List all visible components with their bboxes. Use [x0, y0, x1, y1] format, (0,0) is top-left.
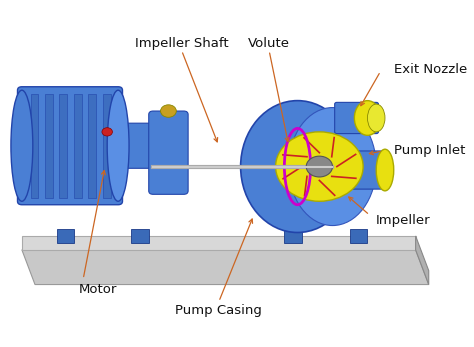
Ellipse shape: [355, 101, 381, 135]
Text: Exit Nozzle: Exit Nozzle: [394, 63, 467, 76]
Ellipse shape: [241, 101, 355, 232]
Bar: [103, 94, 111, 198]
Ellipse shape: [289, 108, 376, 226]
Polygon shape: [22, 236, 416, 250]
FancyBboxPatch shape: [348, 151, 387, 189]
FancyBboxPatch shape: [335, 102, 378, 134]
Text: Impeller: Impeller: [376, 214, 431, 227]
Bar: [60, 94, 67, 198]
Polygon shape: [416, 236, 429, 285]
FancyBboxPatch shape: [149, 111, 188, 194]
Circle shape: [102, 128, 112, 136]
Bar: [45, 94, 53, 198]
Text: Pump Casing: Pump Casing: [175, 304, 262, 317]
Bar: [284, 229, 302, 243]
Bar: [31, 94, 38, 198]
Text: Motor: Motor: [79, 283, 117, 296]
Bar: [74, 94, 82, 198]
Ellipse shape: [367, 104, 385, 132]
Bar: [57, 229, 74, 243]
Text: Impeller Shaft: Impeller Shaft: [135, 37, 228, 50]
Bar: [350, 229, 367, 243]
FancyBboxPatch shape: [18, 87, 122, 205]
Ellipse shape: [107, 90, 129, 201]
Bar: [131, 229, 149, 243]
Ellipse shape: [11, 90, 33, 201]
Text: Pump Inlet: Pump Inlet: [394, 144, 465, 158]
Bar: [88, 94, 96, 198]
Polygon shape: [22, 250, 429, 285]
FancyBboxPatch shape: [116, 123, 155, 168]
Circle shape: [275, 132, 363, 201]
Text: Volute: Volute: [248, 37, 290, 50]
Circle shape: [161, 105, 176, 117]
Circle shape: [306, 156, 332, 177]
Ellipse shape: [376, 149, 394, 191]
